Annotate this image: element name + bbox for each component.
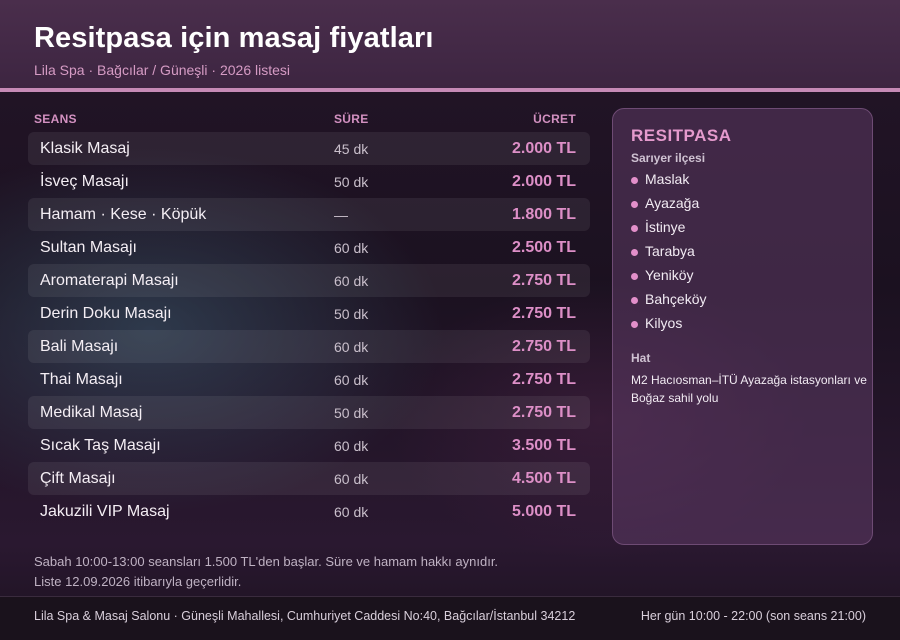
session-price: 2.500 TL bbox=[511, 239, 576, 256]
transit-label: Hat bbox=[631, 351, 651, 365]
session-price: 5.000 TL bbox=[511, 503, 576, 520]
page-title: Resitpasa için masaj fiyatları bbox=[34, 22, 434, 54]
place-item: Kilyos bbox=[631, 315, 706, 339]
place-name: Ayazağa bbox=[645, 195, 700, 211]
note-line-2: Liste 12.09.2026 itibarıyla geçerlidir. bbox=[34, 574, 242, 589]
bullet-dot-icon bbox=[631, 201, 638, 208]
table-row: Hamam · Kese · Köpük — 1.800 TL bbox=[28, 198, 590, 231]
session-duration: 60 dk bbox=[334, 339, 369, 355]
transit-text: M2 Hacıosman–İTÜ Ayazağa istasyonları ve… bbox=[631, 373, 867, 405]
table-row: Medikal Masaj 50 dk 2.750 TL bbox=[28, 396, 590, 429]
session-price: 3.500 TL bbox=[511, 437, 576, 454]
bullet-dot-icon bbox=[631, 177, 638, 184]
session-price: 2.000 TL bbox=[511, 173, 576, 190]
place-item: Yeniköy bbox=[631, 267, 706, 291]
bullet-dot-icon bbox=[631, 249, 638, 256]
place-name: Maslak bbox=[645, 171, 690, 187]
column-header-duration: SÜRE bbox=[334, 112, 369, 126]
table-row: Jakuzili VIP Masaj 60 dk 5.000 TL bbox=[28, 495, 590, 528]
column-header-session: SEANS bbox=[34, 112, 77, 126]
bullet-dot-icon bbox=[631, 273, 638, 280]
place-name: Bahçeköy bbox=[645, 291, 707, 307]
session-price: 2.000 TL bbox=[511, 140, 576, 157]
session-price: 2.750 TL bbox=[511, 305, 576, 322]
session-price: 2.750 TL bbox=[511, 371, 576, 388]
place-item: Ayazağa bbox=[631, 195, 706, 219]
session-name: Sıcak Taş Masajı bbox=[40, 437, 161, 454]
session-name: Bali Masajı bbox=[40, 338, 119, 355]
session-price: 2.750 TL bbox=[511, 404, 576, 421]
session-name: Thai Masajı bbox=[40, 371, 123, 388]
session-duration: 60 dk bbox=[334, 273, 369, 289]
place-item: Maslak bbox=[631, 171, 706, 195]
column-header-price: ÜCRET bbox=[533, 112, 576, 126]
table-row: Thai Masajı 60 dk 2.750 TL bbox=[28, 363, 590, 396]
page-subtitle: Lila Spa · Bağcılar / Güneşli · 2026 lis… bbox=[34, 62, 291, 78]
session-duration: 60 dk bbox=[334, 240, 369, 256]
price-table: SEANS SÜRE ÜCRET Klasik Masaj 45 dk 2.000 … bbox=[28, 110, 590, 528]
place-name: Tarabya bbox=[645, 243, 695, 259]
footer-address: Lila Spa & Masaj Salonu · Güneşli Mahall… bbox=[34, 609, 576, 623]
place-item: Bahçeköy bbox=[631, 291, 706, 315]
session-name: Çift Masajı bbox=[40, 470, 116, 487]
session-price: 2.750 TL bbox=[511, 338, 576, 355]
session-duration: 60 dk bbox=[334, 372, 369, 388]
panel-district: Sarıyer ilçesi bbox=[631, 151, 706, 165]
session-name: Jakuzili VIP Masaj bbox=[40, 503, 170, 520]
session-duration: — bbox=[334, 207, 348, 223]
session-price: 1.800 TL bbox=[511, 206, 576, 223]
session-duration: 60 dk bbox=[334, 471, 369, 487]
bullet-dot-icon bbox=[631, 297, 638, 304]
place-name: Yeniköy bbox=[645, 267, 694, 283]
table-row: Klasik Masaj 45 dk 2.000 TL bbox=[28, 132, 590, 165]
session-duration: 45 dk bbox=[334, 141, 369, 157]
place-name: İstinye bbox=[645, 219, 686, 235]
table-row: İsveç Masajı 50 dk 2.000 TL bbox=[28, 165, 590, 198]
place-list: Maslak Ayazağa İstinye Tarabya Yeniköy Bahçek… bbox=[631, 171, 706, 339]
page-footer: Lila Spa & Masaj Salonu · Güneşli Mahall… bbox=[0, 596, 900, 640]
session-name: Derin Doku Masajı bbox=[40, 305, 172, 322]
footer-hours: Her gün 10:00 - 22:00 (son seans 21:00) bbox=[640, 609, 866, 623]
table-body: Klasik Masaj 45 dk 2.000 TL İsveç Masajı 50 … bbox=[28, 132, 590, 528]
panel-title: RESITPASA bbox=[631, 126, 732, 145]
price-note: Sabah 10:00-13:00 seansları 1.500 TL'den… bbox=[34, 552, 498, 592]
page-header: Resitpasa için masaj fiyatları Lila Spa … bbox=[0, 0, 900, 88]
place-name: Kilyos bbox=[645, 315, 683, 331]
session-name: Medikal Masaj bbox=[40, 404, 143, 421]
note-line-1: Sabah 10:00-13:00 seansları 1.500 TL'den… bbox=[34, 554, 499, 569]
session-name: Hamam · Kese · Köpük bbox=[40, 206, 207, 223]
place-item: İstinye bbox=[631, 219, 706, 243]
table-row: Derin Doku Masajı 50 dk 2.750 TL bbox=[28, 297, 590, 330]
session-name: Aromaterapi Masajı bbox=[40, 272, 179, 289]
session-duration: 60 dk bbox=[334, 504, 369, 520]
table-header: SEANS SÜRE ÜCRET bbox=[28, 110, 590, 132]
place-item: Tarabya bbox=[631, 243, 706, 267]
session-name: Sultan Masajı bbox=[40, 239, 137, 256]
session-name: Klasik Masaj bbox=[40, 140, 130, 157]
header-divider bbox=[0, 88, 900, 92]
session-duration: 50 dk bbox=[334, 306, 369, 322]
session-price: 2.750 TL bbox=[511, 272, 576, 289]
table-row: Sıcak Taş Masajı 60 dk 3.500 TL bbox=[28, 429, 590, 462]
session-name: İsveç Masajı bbox=[40, 173, 129, 190]
session-duration: 50 dk bbox=[334, 405, 369, 421]
district-panel: RESITPASA Sarıyer ilçesi Maslak Ayazağa İs… bbox=[612, 108, 873, 545]
table-row: Aromaterapi Masajı 60 dk 2.750 TL bbox=[28, 264, 590, 297]
table-row: Çift Masajı 60 dk 4.500 TL bbox=[28, 462, 590, 495]
session-duration: 50 dk bbox=[334, 174, 369, 190]
table-row: Sultan Masajı 60 dk 2.500 TL bbox=[28, 231, 590, 264]
bullet-dot-icon bbox=[631, 321, 638, 328]
table-row: Bali Masajı 60 dk 2.750 TL bbox=[28, 330, 590, 363]
bullet-dot-icon bbox=[631, 225, 638, 232]
session-price: 4.500 TL bbox=[511, 470, 576, 487]
session-duration: 60 dk bbox=[334, 438, 369, 454]
